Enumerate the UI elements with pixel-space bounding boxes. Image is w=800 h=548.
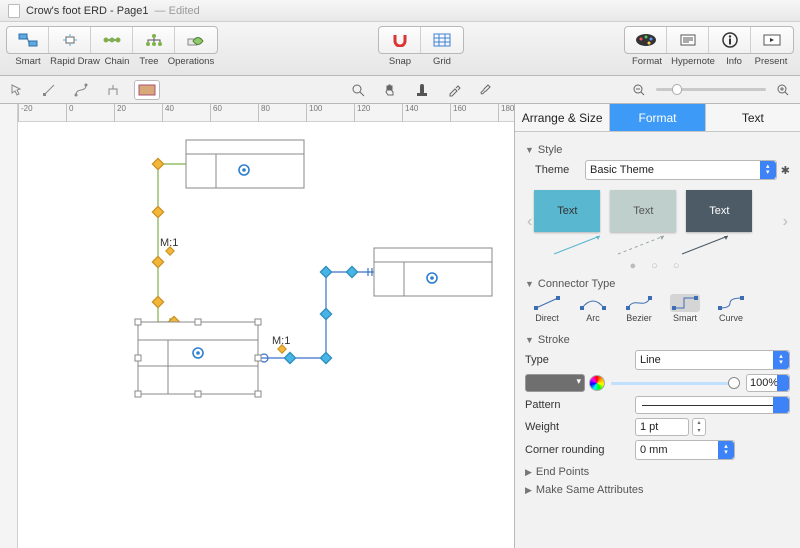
present-button[interactable] bbox=[751, 27, 793, 53]
weight-label: Weight bbox=[525, 421, 635, 433]
document-icon bbox=[8, 4, 20, 18]
tab-format[interactable]: Format bbox=[610, 104, 705, 131]
canvas[interactable]: -20020406080100120140160180 bbox=[0, 104, 514, 548]
tab-label: Text bbox=[742, 111, 764, 125]
grid-button[interactable] bbox=[421, 27, 463, 53]
tool-label: Present bbox=[750, 56, 792, 67]
diagram-svg[interactable]: M:1 M:1 bbox=[18, 122, 514, 548]
tool-label: Hypernote bbox=[668, 56, 718, 67]
chain-button[interactable] bbox=[91, 27, 133, 53]
stroke-type-select[interactable]: Line▴▾ bbox=[635, 350, 790, 370]
color-wheel-icon[interactable] bbox=[589, 375, 605, 391]
toolbar-right-group: Format Hypernote Info Present bbox=[624, 26, 794, 67]
zoom-controls bbox=[628, 80, 794, 100]
pan-tool[interactable] bbox=[379, 80, 401, 100]
theme-select[interactable]: Basic Theme▴▾ bbox=[585, 160, 777, 180]
makesame-section-header[interactable]: ▶Make Same Attributes bbox=[525, 484, 790, 496]
zoom-in-button[interactable] bbox=[772, 80, 794, 100]
connector-tool[interactable] bbox=[70, 80, 92, 100]
gear-icon[interactable]: ✱ bbox=[781, 164, 790, 177]
stroke-section-header[interactable]: ▼Stroke bbox=[525, 334, 790, 346]
style-next-button[interactable]: › bbox=[781, 213, 790, 231]
tool-label: Snap bbox=[379, 56, 421, 67]
zoom-tool[interactable] bbox=[347, 80, 369, 100]
snap-button[interactable] bbox=[379, 27, 421, 53]
smart-tool-button[interactable] bbox=[7, 27, 49, 53]
stroke-opacity-field[interactable]: 100% bbox=[746, 374, 790, 392]
tool-label: Smart bbox=[7, 56, 49, 67]
style-section-header[interactable]: ▼Style bbox=[525, 144, 790, 156]
main-toolbar: Smart Rapid Draw Chain Tree Operations S… bbox=[0, 22, 800, 76]
entity-top[interactable] bbox=[186, 140, 304, 188]
style-page-dots: ● ○ ○ bbox=[525, 260, 790, 272]
stroke-pattern-select[interactable] bbox=[635, 396, 790, 414]
inspector-panel: Arrange & Size Format Text ▼Style Theme … bbox=[514, 104, 800, 548]
stroke-type-label: Type bbox=[525, 354, 635, 366]
pattern-label: Pattern bbox=[525, 399, 635, 411]
secondary-toolbar bbox=[0, 76, 800, 104]
brush-tool[interactable] bbox=[475, 80, 497, 100]
document-edited-suffix: — Edited bbox=[155, 5, 200, 17]
style-prev-button[interactable]: ‹ bbox=[525, 213, 534, 231]
connector-section-header[interactable]: ▼Connector Type bbox=[525, 278, 790, 290]
branch-tool[interactable] bbox=[102, 80, 124, 100]
connector-type-bezier[interactable]: Bezier bbox=[617, 294, 661, 328]
tool-label: Chain bbox=[101, 56, 133, 67]
tab-label: Format bbox=[638, 111, 676, 125]
stroke-color-well[interactable] bbox=[525, 374, 585, 392]
connector-type-smart[interactable]: Smart bbox=[663, 294, 707, 328]
connector-type-arc[interactable]: Arc bbox=[571, 294, 615, 328]
tool-label: Info bbox=[718, 56, 750, 67]
window-titlebar: Crow's foot ERD - Page1 — Edited bbox=[0, 0, 800, 22]
eyedropper-tool[interactable] bbox=[443, 80, 465, 100]
tab-text[interactable]: Text bbox=[706, 104, 800, 131]
tab-label: Arrange & Size bbox=[522, 111, 603, 125]
endpoints-section-header[interactable]: ▶End Points bbox=[525, 466, 790, 478]
tool-label: Rapid Draw bbox=[49, 56, 101, 67]
ruler-horizontal: -20020406080100120140160180 bbox=[0, 104, 514, 122]
info-button[interactable] bbox=[709, 27, 751, 53]
toolbar-mid-group: Snap Grid bbox=[378, 26, 464, 67]
tool-label: Tree bbox=[133, 56, 165, 67]
entity-right[interactable] bbox=[374, 248, 492, 296]
tool-label: Grid bbox=[421, 56, 463, 67]
tool-label: Operations bbox=[165, 56, 217, 67]
operations-button[interactable] bbox=[175, 27, 217, 53]
corner-rounding-select[interactable]: 0 mm▴▾ bbox=[635, 440, 735, 460]
zoom-out-button[interactable] bbox=[628, 80, 650, 100]
stroke-weight-stepper[interactable]: ▴▾ bbox=[692, 418, 706, 436]
hypernote-button[interactable] bbox=[667, 27, 709, 53]
format-button[interactable] bbox=[625, 27, 667, 53]
entity-left-selected[interactable] bbox=[135, 319, 261, 397]
inspector-tabs: Arrange & Size Format Text bbox=[515, 104, 800, 132]
style-swatch[interactable]: Text bbox=[534, 190, 600, 232]
corner-label: Corner rounding bbox=[525, 444, 635, 456]
connector-type-curve[interactable]: Curve bbox=[709, 294, 753, 328]
style-swatches: Text Text Text bbox=[534, 190, 780, 232]
document-title: Crow's foot ERD - Page1 bbox=[26, 5, 149, 17]
pointer-tool[interactable] bbox=[6, 80, 28, 100]
tool-label: Format bbox=[626, 56, 668, 67]
style-swatch[interactable]: Text bbox=[686, 190, 752, 232]
ruler-vertical bbox=[0, 104, 18, 548]
connector-type-direct[interactable]: Direct bbox=[525, 294, 569, 328]
stroke-weight-field[interactable]: 1 pt bbox=[635, 418, 689, 436]
toolbar-left-group: Smart Rapid Draw Chain Tree Operations bbox=[6, 26, 218, 67]
style-swatch[interactable]: Text bbox=[610, 190, 676, 232]
theme-label: Theme bbox=[525, 164, 585, 176]
tree-button[interactable] bbox=[133, 27, 175, 53]
stroke-opacity-slider[interactable] bbox=[611, 382, 740, 385]
node-tool[interactable] bbox=[38, 80, 60, 100]
connector-type-group: DirectArcBezierSmartCurve bbox=[525, 294, 790, 328]
library-button[interactable] bbox=[134, 80, 160, 100]
tab-arrange[interactable]: Arrange & Size bbox=[515, 104, 610, 131]
zoom-slider[interactable] bbox=[656, 88, 766, 91]
rapid-draw-button[interactable] bbox=[49, 27, 91, 53]
stamp-tool[interactable] bbox=[411, 80, 433, 100]
